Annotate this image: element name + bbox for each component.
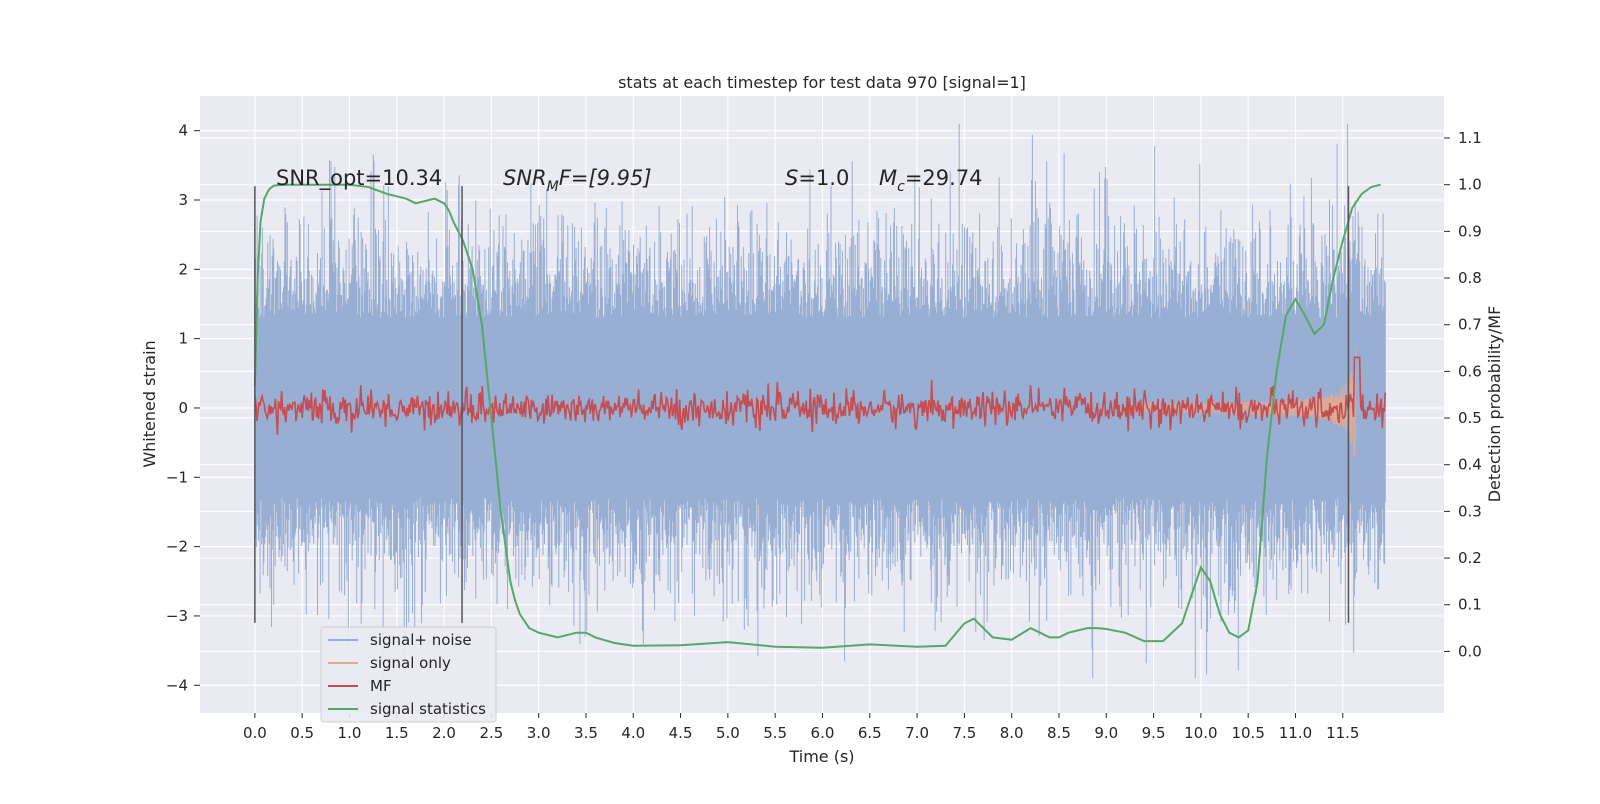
x-axis-label: Time (s) [788,747,854,766]
x-tick-label: 5.0 [716,724,740,742]
legend-entry-mf: MF [370,677,392,695]
x-tick-label: 7.0 [905,724,929,742]
legend-entry-stats: signal statistics [370,700,486,718]
y2-tick-label: 0.9 [1458,222,1482,240]
chart-title: stats at each timestep for test data 970… [618,73,1026,92]
annotation-mc: Mc=29.74 [879,166,983,195]
x-tick-label: 9.0 [1094,724,1118,742]
x-tick-label: 1.5 [385,724,409,742]
x-tick-label: 9.5 [1142,724,1166,742]
y2-tick-label: 0.5 [1458,409,1482,427]
x-tick-label: 11.0 [1279,724,1312,742]
y2-axis-label: Detection probability/MF [1485,306,1504,503]
y-tick-label: −4 [166,676,188,694]
annotation-snr-mf-name: SNR [503,166,547,190]
annotation-s-value: =1.0 [798,166,849,190]
annotation-snr-mf-sub: M [547,179,559,195]
event-lines [254,186,1350,623]
y-axis-label: Whitened strain [140,340,159,467]
annotation-mc-value: =29.74 [905,166,983,190]
x-tick-label: 7.5 [952,724,976,742]
y2-tick-label: 1.1 [1458,129,1482,147]
x-tick-label: 6.0 [811,724,835,742]
x-tick-label: 4.0 [621,724,645,742]
annotation-snr-opt: SNR_opt=10.34 [276,166,442,191]
y-tick-label: 2 [178,260,188,278]
y-tick-label: 1 [178,330,188,348]
y2-tick-label: 0.8 [1458,269,1482,287]
x-tick-label: 2.5 [479,724,503,742]
stats-line [253,183,1381,649]
x-tick-label: 2.0 [432,724,456,742]
y-tick-label: 0 [178,399,188,417]
x-tick-label: 1.0 [338,724,362,742]
legend-entry-signal: signal only [370,654,451,672]
annotation-mc-name: M [879,166,897,190]
x-tick-label: 0.5 [290,724,314,742]
y-tick-label: −2 [166,538,188,556]
y2-tick-label: 0.3 [1458,502,1482,520]
x-tick-label: 0.0 [243,724,267,742]
y2-tick-label: 1.0 [1458,176,1482,194]
y-tick-label: 3 [178,191,188,209]
series-mf [254,356,1387,435]
y2-tick-label: 0.4 [1458,456,1482,474]
series-signal-statistics [253,183,1381,649]
x-tick-label: 8.0 [1000,724,1024,742]
y2-tick-label: 0.2 [1458,549,1482,567]
mf-line [254,356,1387,435]
legend-entry-noise: signal+ noise [370,631,472,649]
tick-layer: 0.0 0.5 1.0 1.5 2.0 2.5 3.0 3.5 4.0 4.5 5.0 5.5 6.0 6… [166,122,1482,742]
annotation-mc-sub: c [897,179,905,195]
x-tick-label: 11.5 [1326,724,1359,742]
x-tick-label: 6.5 [858,724,882,742]
x-tick-label: 3.5 [574,724,598,742]
annotation-s: S=1.0 [785,166,849,190]
legend: signal+ noise signal only MF signal stat… [320,626,497,723]
x-tick-label: 8.5 [1047,724,1071,742]
y2-tick-label: 0.0 [1458,642,1482,660]
annotation-s-name: S [785,166,798,190]
x-tick-label: 10.5 [1231,724,1264,742]
y2-tick-label: 0.7 [1458,316,1482,334]
y2-tick-label: 0.1 [1458,596,1482,614]
x-tick-label: 3.0 [527,724,551,742]
x-tick-label: 10.0 [1184,724,1217,742]
annotation-snr-mf: SNRMF=[9.95] [503,166,652,195]
y-tick-label: −1 [166,468,188,486]
y-tick-label: −3 [166,607,188,625]
annotation-snr-mf-rest: F=[9.95] [559,166,652,190]
legend-box [320,626,497,723]
x-tick-label: 5.5 [763,724,787,742]
y2-tick-label: 0.6 [1458,362,1482,380]
y-tick-label: 4 [178,122,188,140]
x-tick-label: 4.5 [669,724,693,742]
